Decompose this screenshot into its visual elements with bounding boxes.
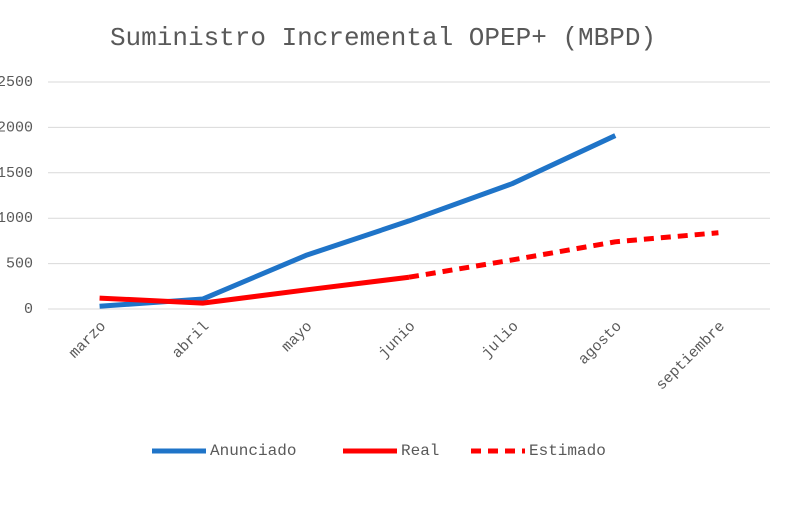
- x-tick-label: septiembre: [653, 318, 729, 394]
- legend-label: Anunciado: [210, 442, 296, 460]
- y-tick-label: 1500: [0, 165, 33, 182]
- series-line: [408, 230, 719, 280]
- x-tick-label: junio: [375, 318, 419, 362]
- chart-title: Suministro Incremental OPEP+ (MBPD): [110, 23, 656, 53]
- x-tick-label: marzo: [66, 318, 110, 362]
- x-tick-label: julio: [479, 318, 523, 362]
- y-tick-label: 500: [6, 256, 33, 273]
- y-tick-label: 2000: [0, 119, 33, 136]
- series-line: [99, 274, 410, 306]
- legend-label: Real: [401, 442, 439, 460]
- y-tick-label: 2500: [0, 74, 33, 91]
- y-tick-label: 0: [24, 301, 33, 318]
- x-tick-label: mayo: [279, 318, 316, 355]
- x-tick-label: abril: [169, 318, 213, 362]
- legend-label: Estimado: [529, 442, 606, 460]
- x-tick-label: agosto: [575, 318, 625, 368]
- y-tick-label: 1000: [0, 210, 33, 227]
- series-line: [99, 133, 617, 309]
